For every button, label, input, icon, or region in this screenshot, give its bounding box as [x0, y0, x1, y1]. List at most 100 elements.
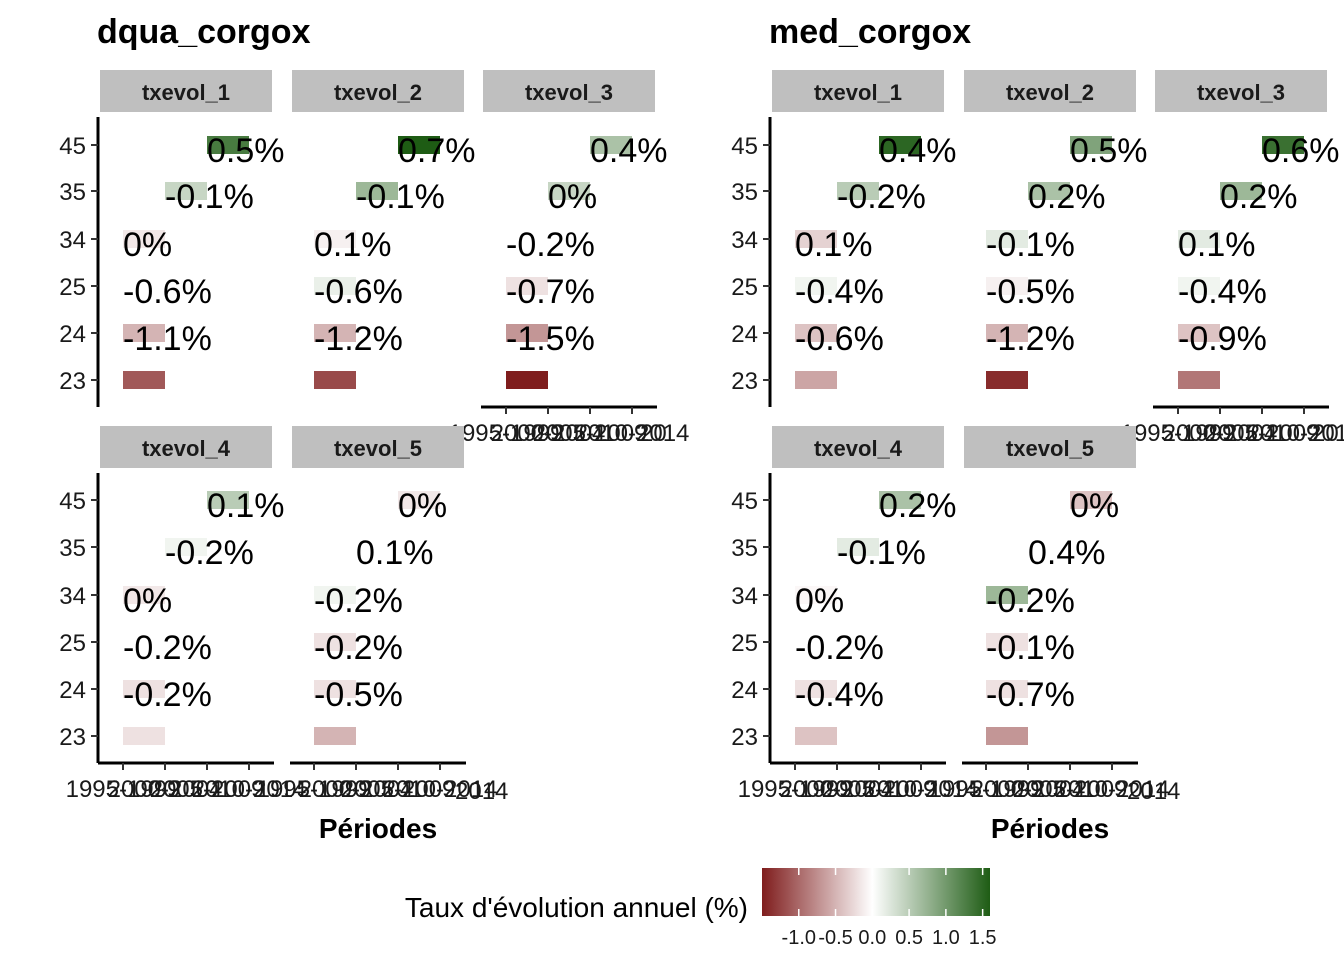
- heatmap-cell: [207, 136, 249, 154]
- y-tick-label: 25: [731, 630, 758, 657]
- x-tick-label-overflow: 20: [640, 420, 667, 447]
- x-tick-label: 2000-2004: [1163, 420, 1278, 447]
- x-tick-label-overflow: 2014: [1127, 778, 1180, 805]
- heatmap-cell: [1178, 324, 1220, 342]
- cell-value-label: -0.2%: [123, 676, 212, 714]
- x-tick-label: 2000-2004: [299, 776, 414, 803]
- heatmap-cell: [123, 633, 165, 651]
- legend-tick-label: 1.5: [969, 927, 997, 949]
- heatmap-cell: [548, 182, 590, 200]
- group-title: med_corgox: [769, 13, 971, 51]
- heatmap-cell: [123, 371, 165, 389]
- heatmap-cell: [123, 727, 165, 745]
- heatmap-cell: [506, 230, 548, 248]
- x-tick-label: 2010-2014: [864, 776, 979, 803]
- cell-value-label: 0%: [123, 582, 172, 620]
- y-tick-label: 34: [59, 583, 86, 610]
- cell-value-label: -0.4%: [1178, 273, 1267, 311]
- heatmap-cell: [314, 633, 356, 651]
- cell-value-label: -0.6%: [314, 273, 403, 311]
- facet-strip-label: txevol_3: [1197, 80, 1285, 105]
- x-tick-label: 2000-2004: [491, 420, 606, 447]
- heatmap-cell: [986, 277, 1028, 295]
- cell-value-label: 0.6%: [1262, 132, 1340, 170]
- y-tick-label: 45: [731, 133, 758, 160]
- heatmap-cell: [795, 324, 837, 342]
- facet-strip: [964, 426, 1136, 468]
- cell-value-label: -0.9%: [1178, 320, 1267, 358]
- facet-strip-label: txevol_4: [142, 436, 231, 461]
- heatmap-cell: [795, 277, 837, 295]
- cell-value-label: -0.2%: [314, 582, 403, 620]
- heatmap-cell: [123, 680, 165, 698]
- heatmap-cell: [795, 633, 837, 651]
- cell-value-label: 0%: [398, 487, 447, 525]
- cell-value-label: -0.1%: [986, 226, 1075, 264]
- cell-value-label: 0.1%: [207, 487, 285, 525]
- facet-strip: [772, 70, 944, 112]
- heatmap-cell: [398, 136, 440, 154]
- group-title: dqua_corgox: [97, 13, 311, 51]
- heatmap-cell: [986, 324, 1028, 342]
- cell-value-label: 0.5%: [1070, 132, 1148, 170]
- y-tick-label: 24: [731, 677, 758, 704]
- cell-value-label: -1.2%: [314, 320, 403, 358]
- facet-strip-label: txevol_5: [1006, 436, 1094, 461]
- cell-value-label: 0.2%: [1220, 178, 1298, 216]
- y-tick-label: 45: [59, 488, 86, 515]
- heatmap-cell: [986, 727, 1028, 745]
- heatmap-cell: [506, 324, 548, 342]
- cell-value-label: -0.1%: [837, 534, 926, 572]
- heatmap-cell: [1028, 538, 1070, 556]
- heatmap-cell: [795, 727, 837, 745]
- y-tick-label: 23: [59, 724, 86, 751]
- y-tick-label: 25: [731, 274, 758, 301]
- y-tick-label: 25: [59, 630, 86, 657]
- x-tick-label: 2010-2014: [575, 420, 690, 447]
- facet-strip: [1155, 70, 1327, 112]
- heatmap-cell: [314, 277, 356, 295]
- heatmap-cell: [1178, 277, 1220, 295]
- x-tick-label: 1995-1999: [929, 776, 1044, 803]
- heatmap-cell: [986, 371, 1028, 389]
- cell-value-label: 0.2%: [1028, 178, 1106, 216]
- facet-strip: [483, 70, 655, 112]
- heatmap-cell: [986, 586, 1028, 604]
- cell-value-label: 0%: [548, 178, 597, 216]
- heatmap-cell: [986, 633, 1028, 651]
- y-tick-label: 45: [59, 133, 86, 160]
- cell-value-label: 0.5%: [207, 132, 285, 170]
- cell-value-label: -0.2%: [123, 629, 212, 667]
- legend-tick-label: -0.5: [818, 927, 852, 949]
- x-tick-label: 1995-1999: [1121, 420, 1236, 447]
- x-tick-label: 1995-1999: [257, 776, 372, 803]
- cell-value-label: 0.1%: [795, 226, 873, 264]
- cell-value-label: -0.2%: [795, 629, 884, 667]
- x-tick-label-overflow: 20: [1312, 420, 1339, 447]
- cell-value-label: -0.5%: [986, 273, 1075, 311]
- heatmap-cell: [837, 538, 879, 556]
- heatmap-cell: [879, 491, 921, 509]
- legend-tick-label: 1.0: [932, 927, 960, 949]
- x-tick-label: 1995-1999: [738, 776, 853, 803]
- heatmap-cell: [123, 277, 165, 295]
- heatmap-cell: [1178, 371, 1220, 389]
- heatmap-cell: [314, 324, 356, 342]
- facet-strip-label: txevol_1: [142, 80, 230, 105]
- cell-value-label: 0.7%: [398, 132, 476, 170]
- heatmap-cell: [1028, 182, 1070, 200]
- legend-colorbar: [762, 868, 990, 916]
- y-tick-label: 34: [731, 227, 758, 254]
- heatmap-cell: [795, 586, 837, 604]
- y-tick-label: 23: [731, 724, 758, 751]
- facet-strip: [100, 70, 272, 112]
- x-tick-label: 2010-2014: [383, 776, 498, 803]
- facet-strip-label: txevol_1: [814, 80, 902, 105]
- cell-value-label: -0.2%: [506, 226, 595, 264]
- cell-value-label: -0.1%: [986, 629, 1075, 667]
- y-tick-label: 23: [59, 368, 86, 395]
- facet-strip-label: txevol_2: [334, 80, 422, 105]
- y-tick-label: 45: [731, 488, 758, 515]
- x-tick-label: 2010-2014: [192, 776, 307, 803]
- y-tick-label: 24: [59, 321, 86, 348]
